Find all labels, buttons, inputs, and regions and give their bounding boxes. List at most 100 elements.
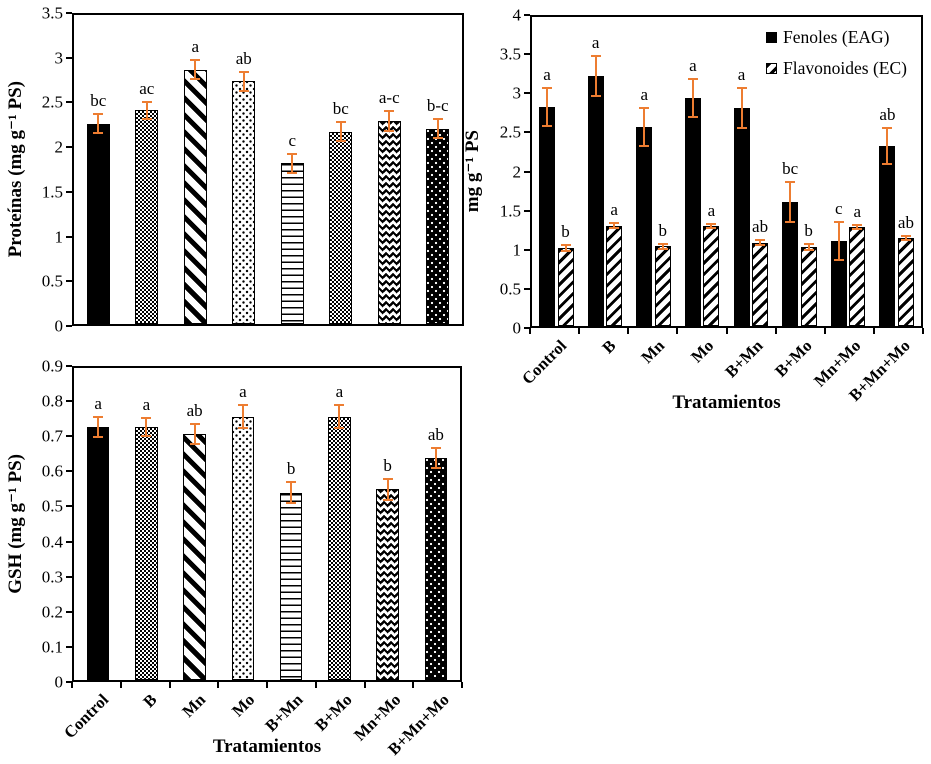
bar [636,126,653,326]
y-tick-label: 0.2 [41,602,63,622]
sig-letter: ab [235,48,252,68]
error-bar [141,416,152,438]
y-tick-label: 0.3 [41,567,63,587]
bar [135,110,159,324]
y-axis: 0 0.5 1 1.5 2 2.5 3 3.5 4 [460,7,530,337]
y-tick-label: 0 [54,672,64,692]
error-bar [542,86,553,127]
bar [183,433,206,680]
sig-letter: a [94,393,102,413]
legend-item-flavonoides: Flavonoides (EC) [766,58,907,79]
y-tick-label: 0.5 [41,271,63,291]
x-tick-mark [412,682,415,688]
y-tick-label: 0.8 [41,391,63,411]
bar [86,123,110,324]
error-bar [785,180,796,223]
bar [426,128,450,324]
x-tick-mark [266,682,268,688]
sig-letter: a [853,202,862,222]
bar [587,75,604,326]
error-bar [382,477,393,501]
x-tick-mark [314,682,317,688]
sig-letter: a [591,32,600,52]
y-tick-mark [66,101,72,104]
y-tick-label: 0.5 [41,496,63,516]
y-tick-label: 0.1 [41,637,63,657]
x-tick-mark [774,328,777,334]
y-tick-mark [66,610,72,613]
bar [231,416,255,680]
y-tick-label: 4 [512,5,522,25]
x-tick-mark [725,328,728,334]
sig-letter: a [543,64,551,84]
sig-letter: ab [897,212,914,232]
error-bar [432,118,443,140]
sig-letter: a [239,382,247,402]
y-tick-mark [524,327,530,329]
sig-letter: a [689,56,697,76]
bar [557,247,574,326]
error-bar [882,126,893,166]
bar [328,416,351,680]
x-tick-mark [168,682,171,688]
y-tick-label: 3.5 [41,3,63,23]
sig-letter: ac [139,78,155,98]
sig-letter: b [804,221,813,241]
plot-area: a a ab a b a b ab [72,366,462,682]
y-tick-label: 1.5 [41,182,63,202]
error-bar [93,113,104,135]
bar [329,131,353,324]
sig-letter: a [707,200,716,220]
error-bar [335,120,346,143]
x-axis-title: Tratamientos [212,736,322,757]
error-bar [736,87,747,130]
y-tick-label: 2 [54,137,64,157]
y-tick-label: 3.5 [499,44,521,64]
error-bar [639,106,650,147]
error-bar [560,244,571,252]
x-tick-mark [578,328,581,334]
y-tick-label: 0.4 [41,532,63,552]
sig-letter: bc [332,98,349,118]
sig-letter: ab [186,400,203,420]
sig-letter: a [640,84,649,104]
y-tick-label: 1.5 [499,201,521,221]
x-tick-mark [627,328,630,334]
bar [232,81,256,324]
error-bar [238,70,249,92]
x-tick-mark [529,328,531,334]
error-bar [609,221,620,230]
x-axis: Control B Mn Mo B+Mn B+Mo Mn+Mo B+Mn+Mo [518,328,924,405]
bar [376,489,399,680]
sig-letter: b [658,220,668,240]
chart-fenoles-flavonoides: mg g⁻¹ PS 0 0.5 1 1.5 2 2.5 3 3.5 4 Fenoles (EAG… [460,0,931,430]
legend-item-fenoles: Fenoles (EAG) [766,27,907,48]
y-tick-label: 1 [54,227,64,247]
bar [424,458,448,680]
flavonoides-swatch-icon [766,63,778,74]
bar [86,426,110,680]
y-tick-mark [524,209,530,212]
y-tick-mark [66,365,72,367]
error-bar [706,222,717,229]
y-tick-mark [66,540,72,543]
sig-letter: a-c [378,88,400,108]
y-tick-label: 0.7 [41,426,63,446]
bar [703,225,720,326]
y-tick-label: 0.9 [41,356,63,376]
x-tick-mark [676,328,679,334]
y-tick-label: 3 [512,83,522,103]
sig-letter: b [383,455,392,475]
y-tick-mark [66,400,72,403]
error-bar [384,110,395,132]
y-tick-mark [524,92,530,95]
x-tick-mark [363,682,366,688]
sig-letter: b [286,459,296,479]
y-tick-mark [524,287,530,290]
error-bar [852,224,863,231]
x-tick-mark [872,328,875,334]
y-axis: 0 0.5 1 1.5 2 2.5 3 3.5 [0,5,72,335]
y-tick-mark [524,14,530,16]
x-axis-title: Tratamientos [672,392,781,413]
